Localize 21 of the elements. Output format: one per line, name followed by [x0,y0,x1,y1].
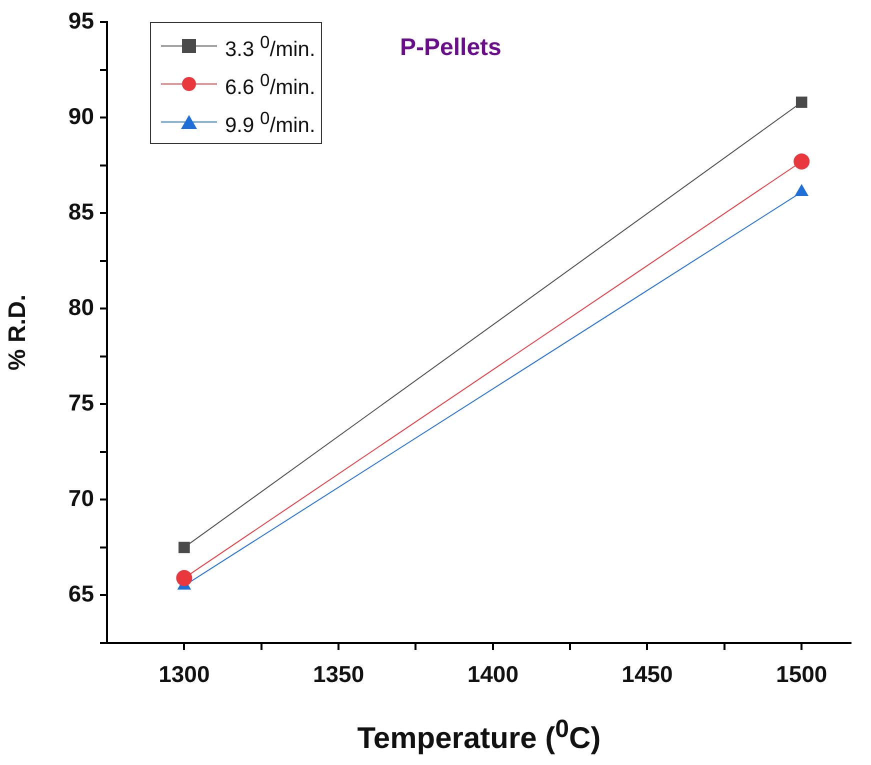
point [796,96,808,108]
x-axis-title: Temperature ($^{0}$C) [356,715,602,756]
y-tick-label: 90 [68,102,94,129]
y-tick-label: 75 [68,390,94,416]
legend-label: 3.3 $^{0}$/min. [225,31,316,63]
x-tick-label: 1350 [312,661,364,688]
y-tick-label: 80 [68,294,94,320]
y-tick-label: 85 [68,198,94,224]
x-tick-label: 1300 [158,661,210,688]
point [178,542,190,554]
x-tick-label: 1450 [622,661,673,688]
y-axis-title: % R.D. [4,294,32,371]
x-tick-label: 1400 [467,661,518,688]
x-tick-label: 1500 [776,661,828,688]
legend-label: 9.9 $^{0}$/min. [225,107,316,139]
legend-label: 6.6 $^{0}$/min. [225,69,316,101]
text: P-Pellets [400,34,502,62]
y-tick-label: 95 [68,7,94,34]
y-tick-label: 70 [68,485,94,512]
y-tick-label: 65 [68,580,94,607]
point [794,153,810,170]
